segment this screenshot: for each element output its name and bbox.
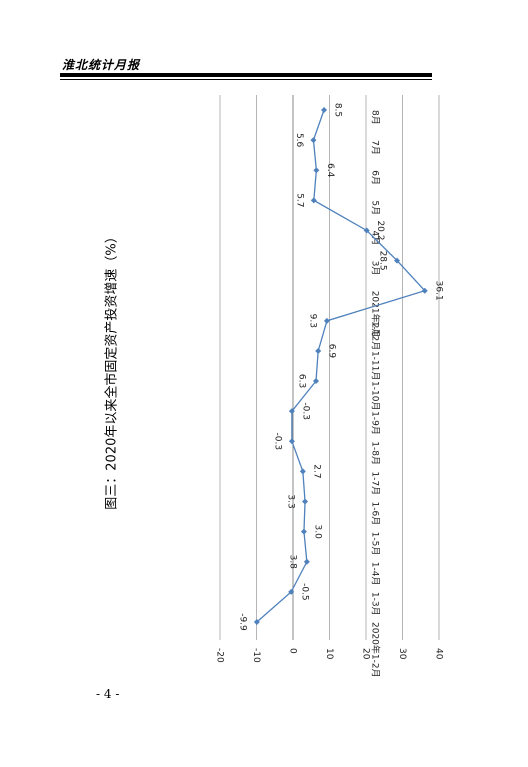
data-point [313,167,320,174]
data-point [253,619,260,625]
data-point [288,588,295,595]
data-point [321,107,328,113]
data-label: -0.5 [300,583,310,601]
data-label: 6.3 [296,374,306,388]
value-tick-label: 20 [361,648,371,660]
category-label: 1-6月 [370,502,381,526]
data-point [288,438,295,445]
category-label: 1-7月 [370,471,381,495]
data-point [363,227,370,234]
data-label: 2.7 [311,464,321,478]
series-line [256,109,426,623]
data-point [421,287,428,294]
data-point [303,558,310,565]
category-label: 1-12月 [370,321,381,350]
data-point [310,197,317,204]
category-label: 1-8月 [370,441,381,465]
data-label: 3.3 [286,494,296,508]
category-label: 1-9月 [370,411,381,435]
category-label: 7月 [370,140,381,155]
chart-title: 图三：2020年以来全市固定资产投资增速（%） [104,230,120,509]
data-point [300,528,307,535]
data-point [312,378,319,385]
value-tick-label: -20 [215,648,225,663]
category-label: 2021年2月 [370,291,382,338]
data-label: -0.3 [272,433,282,451]
page-number: - 4 - [96,687,120,701]
value-tick-label: 0 [288,648,298,654]
data-label: 20.2 [375,220,385,240]
data-label: 9.3 [307,314,317,328]
data-point [394,257,401,264]
data-point [299,468,306,475]
data-point [315,347,322,354]
category-label: 2020年1-2月 [370,622,382,678]
data-label: 6.9 [327,344,337,359]
data-label: 6.4 [325,163,335,178]
value-tick-label: 10 [324,648,334,660]
data-label: 3.8 [287,555,297,570]
value-tick-label: 30 [397,648,407,660]
data-label: 3.0 [312,524,322,539]
category-label: 1-11月 [370,351,381,380]
category-label: 1-5月 [370,532,381,556]
category-label: 1-10月 [370,381,381,410]
value-tick-label: -10 [251,648,261,663]
category-label: 8月 [370,110,381,125]
data-point [310,137,317,144]
data-point [288,408,295,415]
data-label: 8.5 [333,103,343,117]
category-label: 5月 [370,200,381,215]
header-rule-thick [60,73,432,77]
data-label: -0.3 [300,402,310,420]
data-label: 28.5 [378,251,388,271]
category-label: 1-4月 [370,562,381,586]
category-label: 6月 [370,170,381,185]
data-label: 5.6 [294,133,304,148]
data-label: 36.1 [433,281,443,301]
data-point [302,498,309,505]
data-point [323,317,330,324]
category-label: 3月 [370,261,381,276]
data-label: -9.9 [237,613,247,631]
data-label: 5.7 [294,193,304,207]
report-header: 淮北统计月报 [62,58,141,72]
header-rule-thin [60,79,432,80]
category-label: 1-3月 [370,592,381,616]
value-tick-label: 40 [434,648,444,660]
